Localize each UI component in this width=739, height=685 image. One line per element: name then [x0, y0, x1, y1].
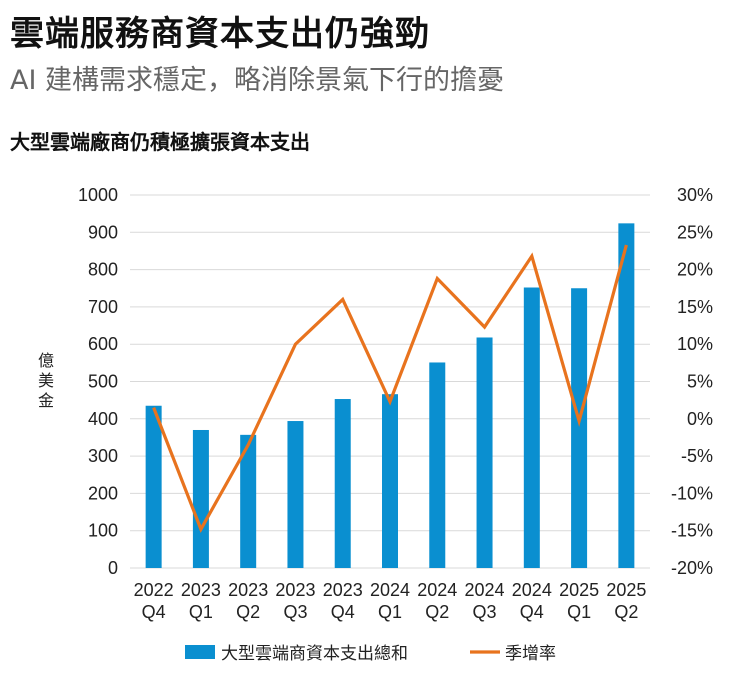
bar [523, 287, 540, 568]
x-tick-label: 2025 Q1 [559, 580, 599, 622]
x-tick-label: 2024 Q2 [417, 580, 457, 622]
y2-tick-label: 0% [687, 409, 713, 429]
left-axis-ticks: 0 100 200 300 400 500 600 700 800 900 1000 [78, 185, 118, 578]
bar [334, 399, 351, 568]
y2-tick-label: 20% [677, 260, 713, 280]
page-title: 雲端服務商資本支出仍強勁 [10, 14, 430, 54]
chart-title: 大型雲端廠商仍積極擴張資本支出 [10, 130, 310, 154]
y-tick-label: 0 [108, 558, 118, 578]
y-axis-label: 億美金 [38, 351, 54, 410]
y-tick-label: 100 [88, 521, 118, 541]
x-tick-label: 2023 Q1 [181, 580, 221, 622]
bar [571, 288, 588, 568]
bar [287, 421, 304, 568]
y-tick-label: 600 [88, 334, 118, 354]
legend-label: 大型雲端商資本支出總和 [221, 644, 408, 664]
y-tick-label: 1000 [78, 185, 118, 205]
y2-tick-label: 10% [677, 334, 713, 354]
legend: 大型雲端商資本支出總和 季增率 [185, 644, 556, 664]
y2-tick-label: -15% [671, 521, 713, 541]
bar [618, 223, 635, 568]
bar [145, 405, 162, 568]
x-tick-label: 2023 Q4 [323, 580, 363, 622]
page-subtitle: AI 建構需求穩定，略消除景氣下行的擔憂 [10, 65, 505, 96]
x-tick-label: 2023 Q2 [228, 580, 268, 622]
y2-tick-label: 30% [677, 185, 713, 205]
y-tick-label: 400 [88, 409, 118, 429]
bar [382, 394, 398, 568]
y-tick-label: 300 [88, 446, 118, 466]
bar [476, 337, 493, 568]
y-tick-label: 700 [88, 297, 118, 317]
right-axis-ticks: -20% -15% -10% -5% 0% 5% 10% 15% 20% 25% 30% [671, 185, 713, 578]
y2-tick-label: -5% [681, 446, 713, 466]
bar [240, 434, 257, 568]
bar-series [145, 223, 635, 568]
x-tick-label: 2023 Q3 [275, 580, 315, 622]
x-tick-label: 2025 Q2 [606, 580, 646, 622]
y-tick-label: 500 [88, 372, 118, 392]
line-series [152, 244, 628, 533]
x-tick-label: 2024 Q4 [512, 580, 552, 622]
bar [192, 429, 209, 568]
legend-label: 季增率 [505, 644, 556, 664]
x-tick-label: 2024 Q3 [465, 580, 505, 622]
y-tick-label: 800 [88, 260, 118, 280]
bar [429, 362, 446, 568]
y2-tick-label: 5% [687, 372, 713, 392]
y2-tick-label: 25% [677, 222, 713, 242]
y-tick-label: 900 [88, 222, 118, 242]
legend-swatch-bar [185, 645, 215, 659]
y2-tick-label: -10% [671, 483, 713, 503]
x-tick-label: 2024 Q1 [370, 580, 410, 622]
y2-tick-label: 15% [677, 297, 713, 317]
x-tick-label: 2022 Q4 [134, 580, 174, 622]
y2-tick-label: -20% [671, 558, 713, 578]
y-tick-label: 200 [88, 483, 118, 503]
